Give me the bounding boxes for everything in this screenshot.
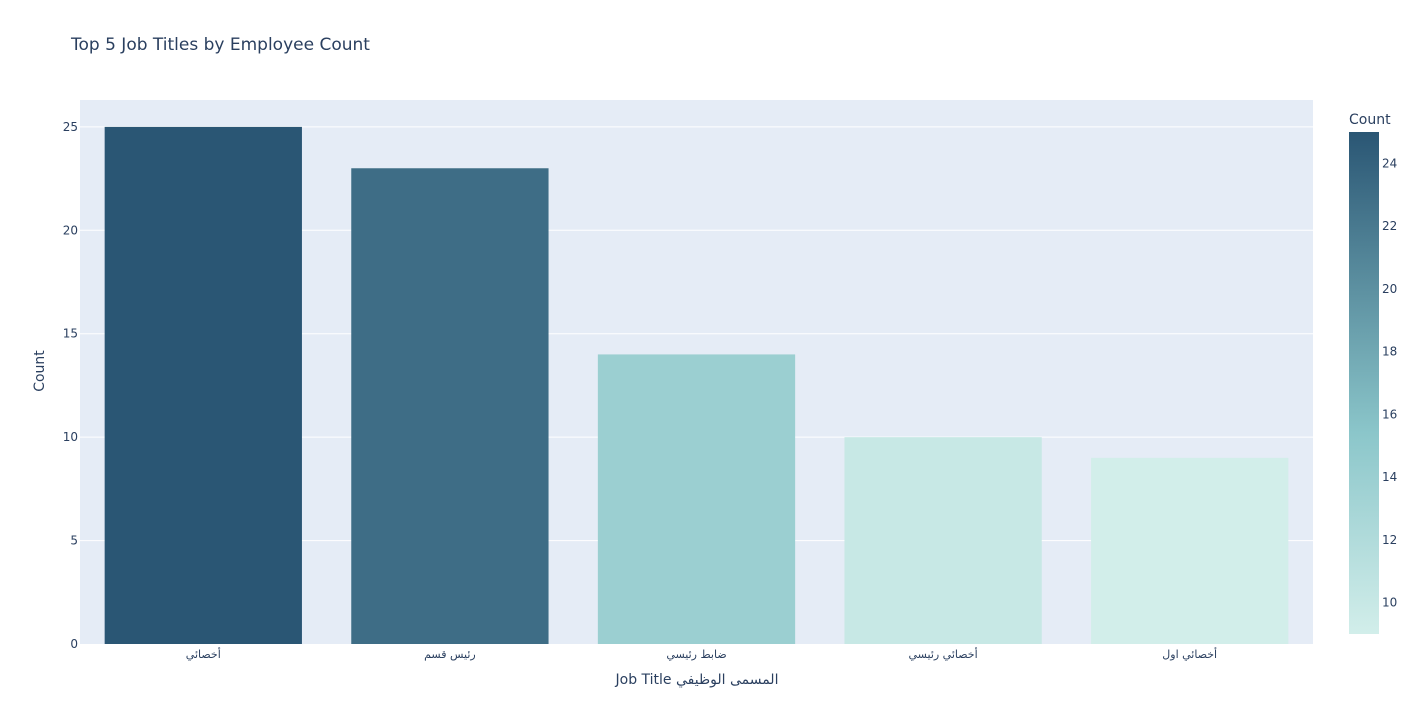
y-axis-ticks: 0 5 10 15 20 25: [63, 120, 78, 651]
colorbar-tick-label: 24: [1382, 156, 1397, 170]
y-axis-title: Count: [32, 350, 48, 392]
colorbar-tick-label: 22: [1382, 219, 1397, 233]
bar: [351, 168, 549, 645]
bars: [104, 126, 1289, 645]
x-axis-title: Job Title المسمى الوظيفي: [615, 672, 779, 688]
y-tick-label: 0: [70, 637, 78, 651]
bar: [597, 354, 796, 644]
bar: [104, 126, 302, 645]
colorbar-tick-label: 10: [1382, 596, 1397, 610]
colorbar-title: Count: [1349, 112, 1391, 128]
colorbar-tick-label: 12: [1382, 533, 1397, 547]
chart-title: Top 5 Job Titles by Employee Count: [70, 35, 370, 55]
x-tick-label: أخصائي: [186, 647, 221, 661]
bar: [844, 437, 1042, 644]
x-tick-label: أخصائي رئيسي: [909, 647, 978, 661]
colorbar-tick-label: 18: [1382, 345, 1397, 359]
x-tick-label: ضابط رئيسي: [666, 648, 726, 661]
colorbar-gradient: [1349, 132, 1379, 634]
x-tick-label: رئيس قسم: [424, 648, 476, 661]
y-tick-label: 20: [63, 223, 78, 237]
colorbar-ticks: 10 12 14 16 18 20 22 24: [1382, 156, 1397, 609]
colorbar-tick-label: 14: [1382, 470, 1397, 484]
y-tick-label: 15: [63, 327, 78, 341]
colorbar-tick-label: 16: [1382, 407, 1397, 421]
colorbar: Count 10 12 14 16 18 20 22 24: [1349, 112, 1397, 634]
y-tick-label: 25: [63, 120, 78, 134]
x-axis-ticks: أخصائي رئيس قسم ضابط رئيسي أخصائي رئيسي أخصا…: [186, 647, 1217, 661]
x-tick-label: أخصائي اول: [1162, 647, 1217, 661]
colorbar-tick-label: 20: [1382, 282, 1397, 296]
bar: [1091, 457, 1289, 644]
y-tick-label: 5: [70, 534, 78, 548]
y-tick-label: 10: [63, 430, 78, 444]
